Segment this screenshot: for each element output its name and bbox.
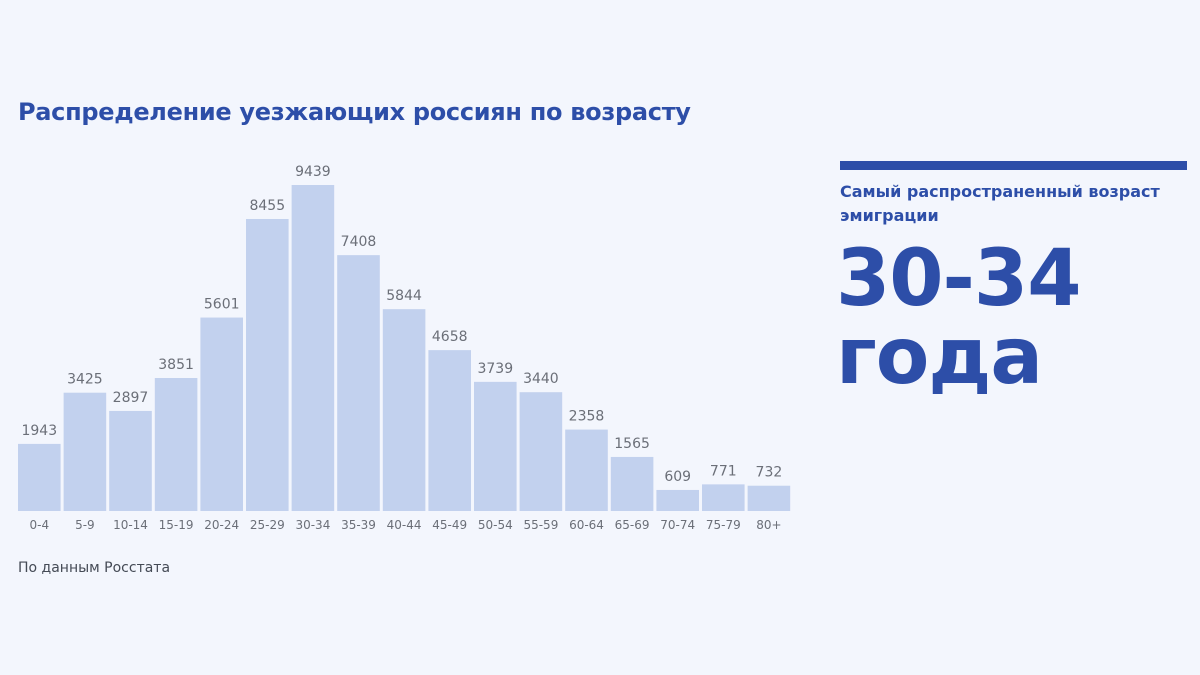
tick-label: 0-4 [29, 518, 49, 532]
highlight-value-line2: года [836, 312, 1043, 402]
value-label: 1943 [21, 423, 57, 439]
value-label: 5844 [386, 288, 422, 304]
bars-group [18, 185, 791, 511]
bar-65-69 [610, 456, 654, 511]
value-label: 7408 [341, 234, 377, 250]
value-label: 609 [664, 469, 691, 485]
bar-75-79 [702, 484, 745, 511]
highlight-value: 30-34 года [836, 234, 1081, 402]
value-label: 732 [756, 465, 783, 481]
bar-10-14 [109, 410, 152, 511]
bar-25-29 [246, 218, 289, 511]
bar-60-64 [565, 429, 608, 511]
highlight-caption: Самый распространенный возраст эмиграции [840, 182, 1160, 225]
highlight-value-line1: 30-34 [836, 234, 1081, 324]
accent-rule [840, 161, 1187, 170]
bar-55-59 [519, 392, 563, 511]
tick-label: 80+ [756, 518, 781, 532]
bar-45-49 [428, 350, 471, 511]
tick-label: 5-9 [75, 518, 95, 532]
bar-70-74 [656, 489, 699, 511]
value-label: 771 [710, 463, 737, 479]
bar-0-4 [18, 443, 61, 511]
tick-label: 70-74 [660, 518, 695, 532]
value-label: 9439 [295, 164, 331, 180]
tick-label: 10-14 [113, 518, 148, 532]
value-label: 3440 [523, 371, 559, 387]
bar-40-44 [382, 309, 426, 511]
value-labels-group: 1943 3425 2897 3851 5601 8455 9439 7408 5844 4658… [21, 164, 782, 485]
tick-label: 25-29 [250, 518, 285, 532]
tick-label: 40-44 [387, 518, 422, 532]
bar-50-54 [474, 381, 517, 511]
bar-15-19 [154, 377, 198, 511]
bar-5-9 [63, 392, 107, 511]
tick-label: 15-19 [159, 518, 194, 532]
bar-30-34 [291, 185, 335, 511]
tick-label: 65-69 [615, 518, 650, 532]
value-label: 2358 [569, 409, 605, 425]
value-label: 5601 [204, 297, 240, 313]
value-label: 3739 [477, 361, 513, 377]
tick-label: 35-39 [341, 518, 376, 532]
chart-title: Распределение уезжающих россиян по возра… [18, 98, 691, 126]
source-note: По данным Росстата [18, 560, 171, 576]
value-label: 1565 [614, 436, 650, 452]
tick-label: 50-54 [478, 518, 513, 532]
value-label: 3851 [158, 357, 194, 373]
value-label: 4658 [432, 329, 468, 345]
value-label: 3425 [67, 372, 103, 388]
tick-label: 60-64 [569, 518, 604, 532]
tick-labels-group: 0-4 5-9 10-14 15-19 20-24 25-29 30-34 35-39 40-4… [29, 518, 781, 532]
bar-35-39 [337, 255, 380, 511]
tick-label: 30-34 [295, 518, 330, 532]
tick-label: 55-59 [523, 518, 558, 532]
tick-label: 45-49 [432, 518, 467, 532]
age-distribution-chart: 1943 3425 2897 3851 5601 8455 9439 7408 5844 4658… [18, 164, 791, 532]
bar-80+ [747, 485, 791, 511]
value-label: 2897 [113, 390, 149, 406]
bar-20-24 [200, 317, 243, 511]
tick-label: 75-79 [706, 518, 741, 532]
value-label: 8455 [249, 198, 285, 214]
tick-label: 20-24 [204, 518, 239, 532]
